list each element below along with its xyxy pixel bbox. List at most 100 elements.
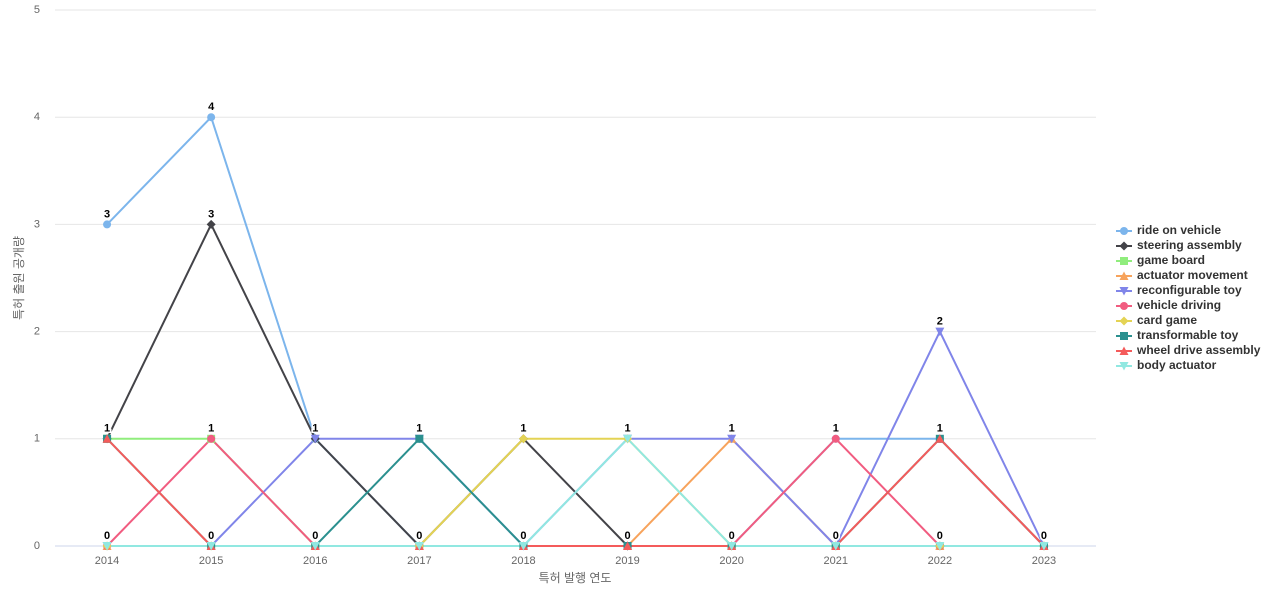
data-label: 0 [520, 530, 526, 542]
data-label: 0 [1041, 530, 1047, 542]
legend-marker [1119, 241, 1129, 251]
y-tick-label: 1 [34, 433, 40, 445]
legend-marker [1120, 227, 1128, 235]
data-label: 0 [833, 530, 839, 542]
x-tick-label: 2018 [511, 555, 535, 567]
legend-label: actuator movement [1137, 268, 1248, 282]
data-label: 0 [312, 530, 318, 542]
data-label: 1 [624, 423, 630, 435]
data-label: 4 [208, 101, 215, 113]
data-label: 0 [1041, 530, 1047, 542]
x-tick-label: 2020 [719, 555, 743, 567]
point [102, 542, 112, 551]
series-line [107, 437, 1044, 547]
x-tick-label: 2019 [615, 555, 639, 567]
data-label: 3 [104, 208, 110, 220]
data-label: 0 [1041, 530, 1047, 542]
data-label: 0 [1041, 530, 1047, 542]
data-label: 0 [312, 530, 318, 542]
data-label: 0 [416, 530, 422, 542]
data-label: 0 [624, 530, 630, 542]
point [414, 542, 424, 551]
data-label: 0 [729, 530, 735, 542]
point [623, 434, 633, 444]
y-tick-label: 3 [34, 218, 40, 230]
data-label: 1 [104, 423, 110, 435]
y-tick-label: 4 [34, 111, 40, 123]
data-label: 0 [520, 530, 526, 542]
point [935, 327, 945, 337]
legend-label: vehicle driving [1137, 298, 1221, 312]
data-label: 0 [520, 530, 526, 542]
data-label: 3 [208, 208, 214, 220]
data-label: 0 [312, 530, 318, 542]
point [623, 541, 633, 550]
point [310, 434, 320, 444]
legend-label: ride on vehicle [1137, 223, 1221, 237]
x-tick-label: 2015 [199, 555, 223, 567]
data-label: 1 [416, 423, 422, 435]
point [103, 220, 112, 229]
data-label: 0 [624, 530, 630, 542]
point [727, 542, 737, 551]
data-label: 0 [937, 530, 943, 542]
y-tick-label: 5 [34, 4, 40, 16]
point [518, 434, 528, 444]
data-label: 0 [833, 530, 839, 542]
data-label: 0 [1041, 530, 1047, 542]
x-tick-label: 2014 [95, 555, 119, 567]
data-label: 0 [208, 530, 214, 542]
data-label: 0 [520, 530, 526, 542]
data-label: 0 [520, 530, 526, 542]
point [310, 542, 320, 551]
data-label: 1 [104, 423, 110, 435]
x-tick-label: 2016 [303, 555, 327, 567]
data-label: 0 [624, 530, 630, 542]
point [935, 434, 945, 443]
legend-label: steering assembly [1137, 238, 1242, 252]
data-label: 0 [833, 530, 839, 542]
y-axis-title: 특허 출원 공개량 [12, 236, 26, 320]
data-label: 0 [104, 530, 110, 542]
data-label: 0 [416, 530, 422, 542]
point [415, 434, 424, 443]
data-label: 0 [1041, 530, 1047, 542]
data-label: 0 [624, 530, 630, 542]
legend-label: card game [1137, 313, 1197, 327]
data-label: 0 [416, 530, 422, 542]
x-tick-label: 2023 [1032, 555, 1056, 567]
legend-marker [1120, 302, 1128, 310]
point [102, 434, 112, 443]
data-label: 1 [208, 423, 214, 435]
data-label: 0 [833, 530, 839, 542]
data-label: 1 [208, 423, 214, 435]
data-label: 0 [104, 530, 110, 542]
data-label: 1 [104, 423, 110, 435]
data-label: 0 [729, 530, 735, 542]
legend-marker [1119, 271, 1129, 280]
x-axis-title: 특허 발행 연도 [539, 570, 612, 585]
data-label: 0 [937, 530, 943, 542]
point [831, 434, 840, 443]
data-label: 0 [729, 530, 735, 542]
data-label: 0 [1041, 530, 1047, 542]
legend-marker [1119, 287, 1129, 296]
data-label: 1 [104, 423, 110, 435]
data-label: 0 [624, 530, 630, 542]
data-label: 1 [937, 423, 943, 435]
legend-marker [1120, 257, 1128, 265]
data-label: 0 [833, 530, 839, 542]
series-line [106, 222, 1044, 548]
data-label: 0 [416, 530, 422, 542]
data-label: 0 [624, 530, 630, 542]
data-label: 0 [520, 530, 526, 542]
data-label: 0 [937, 530, 943, 542]
markers [102, 113, 1049, 551]
data-label: 1 [520, 423, 526, 435]
legend-marker [1119, 346, 1129, 355]
x-tick-label: 2022 [928, 555, 952, 567]
data-label: 0 [208, 530, 214, 542]
point [207, 113, 216, 122]
